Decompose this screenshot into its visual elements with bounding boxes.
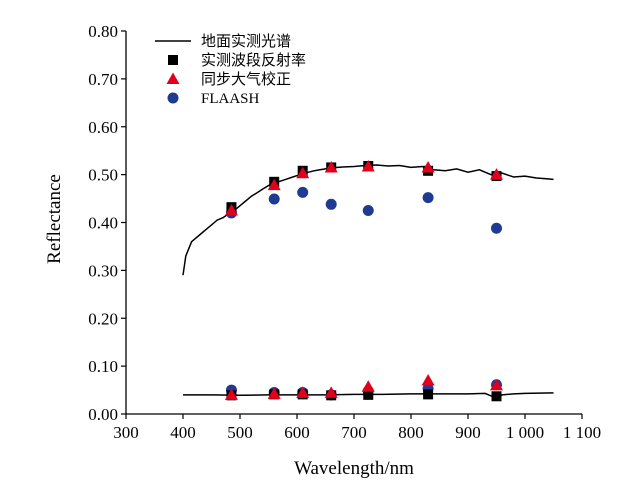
x-tick-label: 800 (398, 423, 424, 442)
legend-circle-swatch (167, 92, 179, 104)
circle-data-point (297, 186, 309, 198)
triangle-data-point (421, 160, 435, 173)
triangle-data-point (267, 178, 281, 191)
y-tick-label: 0.10 (88, 357, 118, 376)
legend-item: 地面实测光谱 (155, 33, 291, 50)
triangle-data-point (490, 168, 503, 180)
triangle-data-point (361, 159, 375, 172)
x-tick-label: 400 (170, 423, 196, 442)
measured-spectrum-line-water (183, 392, 554, 400)
y-tick-label: 0.00 (88, 405, 118, 424)
triangle-data-point (324, 160, 338, 173)
x-tick-label: 600 (284, 423, 310, 442)
series-markers (224, 159, 503, 402)
triangle-data-point (296, 166, 310, 179)
x-tick-label: 700 (341, 423, 367, 442)
circle-data-point (268, 193, 280, 205)
y-tick-label: 0.40 (88, 214, 118, 233)
triangle-data-point (421, 373, 435, 386)
y-tick-label: 0.50 (88, 166, 118, 185)
y-tick-label: 0.20 (88, 309, 118, 328)
measured-spectrum-line-visible (182, 164, 554, 276)
legend-label: 实测波段反射率 (201, 52, 306, 69)
legend-label: FLAASH (201, 91, 260, 107)
x-tick-label: 300 (113, 423, 139, 442)
legend-item: FLAASH (167, 91, 260, 107)
triangle-data-point (361, 380, 375, 392)
y-tick-label: 0.60 (88, 118, 118, 137)
circle-data-point (422, 192, 434, 204)
legend-item: 同步大气校正 (166, 71, 291, 88)
triangle-data-point (267, 387, 281, 399)
y-axis-title: Reflectance (44, 174, 65, 264)
x-tick-label: 1 000 (506, 423, 544, 442)
axes: 300 400 500 600 700 800 900 1 000 1 1000.000.100… (88, 22, 601, 442)
y-tick-label: 0.30 (88, 261, 118, 280)
y-tick-label: 0.70 (88, 70, 118, 89)
triangle-data-point (224, 204, 238, 216)
triangle-data-point (490, 378, 503, 391)
triangle-data-point (296, 386, 310, 398)
triangle-data-point (324, 386, 338, 398)
circle-data-point (325, 198, 337, 210)
legend-square-swatch (168, 55, 178, 65)
square-data-point (491, 391, 502, 402)
circle-data-point (362, 205, 374, 217)
legend-label: 地面实测光谱 (201, 33, 291, 50)
x-tick-label: 900 (455, 423, 481, 442)
square-data-point (423, 389, 434, 400)
legend-item: 实测波段反射率 (168, 52, 306, 69)
x-tick-label: 1 100 (563, 423, 601, 442)
triangle-data-point (224, 388, 238, 400)
series-lines (182, 164, 554, 400)
legend-triangle-swatch (166, 72, 180, 84)
y-tick-label: 0.80 (88, 22, 118, 41)
x-axis-title: Wavelength/nm (294, 458, 414, 479)
legend-label: 同步大气校正 (201, 71, 291, 88)
x-tick-label: 500 (227, 423, 253, 442)
square-data-point (363, 389, 374, 400)
circle-data-point (491, 222, 502, 234)
